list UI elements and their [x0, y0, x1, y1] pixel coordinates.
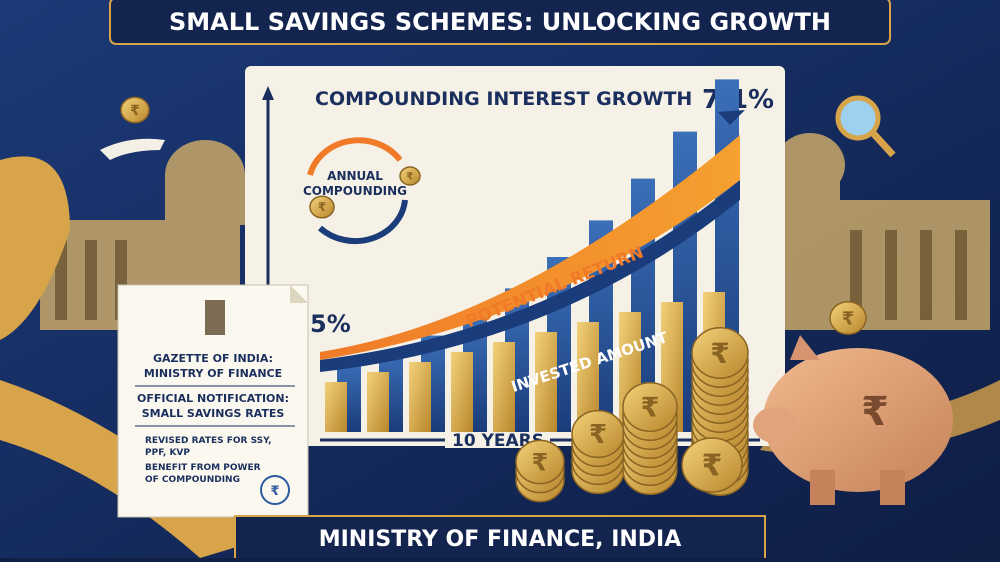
magnifier-handle	[870, 130, 896, 158]
doc-item: PPF, KVP	[145, 448, 190, 458]
coin	[622, 381, 678, 433]
magnifier	[835, 95, 881, 141]
x-label: 10 YEARS	[452, 431, 544, 451]
coin-symbol: ₹	[130, 103, 140, 119]
gold-swoosh	[0, 156, 70, 340]
piggy-leg	[880, 470, 905, 505]
coin	[829, 301, 867, 335]
coin-symbol: ₹	[710, 337, 729, 370]
coin	[515, 439, 565, 485]
piggy-symbol: ₹	[861, 389, 889, 435]
doc-item: OF COMPOUNDING	[145, 475, 240, 485]
coin	[399, 166, 421, 186]
footer-banner	[234, 515, 766, 561]
cycle-label: ANNUAL	[327, 169, 383, 183]
hand	[100, 138, 165, 160]
header-banner	[109, 0, 891, 45]
gold-bar	[451, 352, 473, 432]
gold-bar	[367, 372, 389, 432]
start-rate: 5%	[310, 310, 351, 338]
doc-notice: OFFICIAL NOTIFICATION:	[137, 392, 289, 405]
doc-heading: MINISTRY OF FINANCE	[144, 367, 282, 380]
doc-heading: GAZETTE OF INDIA:	[153, 352, 273, 365]
coin-symbol: ₹	[842, 308, 855, 329]
piggy-snout	[753, 407, 797, 443]
building-right	[775, 133, 990, 330]
coin-symbol: ₹	[641, 392, 660, 423]
header-title: SMALL SAVINGS SCHEMES: UNLOCKING GROWTH	[169, 8, 831, 36]
doc-item: REVISED RATES FOR SSY,	[145, 436, 272, 446]
page-fold	[290, 285, 308, 303]
cycle-arrow	[307, 137, 403, 176]
gold-bar	[577, 322, 599, 432]
coin-symbol: ₹	[702, 449, 723, 484]
coin-symbol: ₹	[407, 172, 414, 183]
coin-symbol: ₹	[318, 200, 326, 214]
coins: ₹ ₹ ₹ ₹ ₹ ₹ ₹ ₹ ₹	[120, 96, 867, 503]
cycle-arrow	[318, 199, 408, 245]
coin	[309, 195, 335, 219]
coin	[120, 96, 150, 124]
gold-bar	[535, 332, 557, 432]
seal-symbol: ₹	[270, 484, 279, 499]
cycle-label: COMPOUNDING	[303, 184, 407, 198]
gold-bar	[409, 362, 431, 432]
seal	[260, 475, 290, 505]
chart-title: COMPOUNDING INTEREST GROWTH	[315, 88, 692, 110]
doc-item: BENEFIT FROM POWER	[145, 463, 261, 473]
coin	[681, 437, 743, 493]
piggy-ear	[790, 335, 820, 360]
emblem	[205, 300, 225, 335]
axis-arrowhead	[262, 86, 274, 100]
growth-arrowhead	[718, 110, 745, 125]
coin-symbol: ₹	[532, 448, 549, 476]
footer-title: MINISTRY OF FINANCE, INDIA	[319, 527, 682, 552]
doc-notice: SMALL SAVINGS RATES	[142, 407, 285, 420]
coin-symbol: ₹	[589, 420, 607, 450]
piggy-leg	[810, 470, 835, 505]
gold-bar	[325, 382, 347, 432]
gold-bar	[493, 342, 515, 432]
coin	[691, 327, 749, 379]
piggy-bank	[763, 348, 953, 492]
